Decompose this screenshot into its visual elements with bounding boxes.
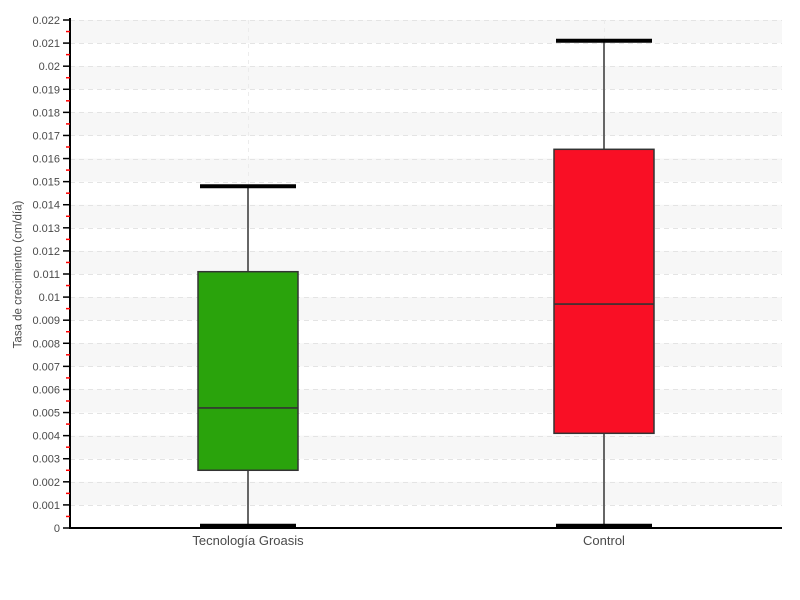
y-axis-title: Tasa de crecimiento (cm/día) [12, 200, 25, 349]
plot-band [70, 20, 782, 44]
plot-band [70, 481, 782, 505]
y-tick-label: 0.021 [32, 38, 60, 50]
plot-band [70, 112, 782, 136]
x-category-label-control: Control [583, 533, 625, 548]
y-tick-label: 0.014 [32, 200, 60, 212]
y-tick-label: 0.016 [32, 154, 60, 166]
y-tick-label: 0.019 [32, 84, 60, 96]
plot-band [70, 204, 782, 228]
y-tick-label: 0.005 [32, 408, 60, 420]
plot-band [70, 158, 782, 182]
plot-band [70, 66, 782, 90]
plot-band [70, 389, 782, 413]
plot-band [70, 250, 782, 274]
y-tick-label: 0.012 [32, 246, 60, 258]
y-tick-label: 0.011 [33, 269, 60, 281]
y-tick-label: 0.017 [32, 130, 60, 142]
plot-band [70, 297, 782, 321]
y-tick-label: 0.015 [32, 177, 60, 189]
y-tick-label: 0.018 [32, 107, 60, 119]
y-tick-label: 0.002 [32, 477, 60, 489]
plot-band [70, 435, 782, 459]
box-control [553, 148, 655, 435]
y-tick-label: 0.022 [32, 15, 60, 27]
y-tick-label: 0.013 [32, 223, 60, 235]
y-tick-label: 0 [54, 523, 60, 535]
y-tick-label: 0.009 [32, 315, 60, 327]
plot-band [70, 343, 782, 367]
y-tick-label: 0.006 [32, 384, 60, 396]
box-tecnologia-groasis [197, 270, 299, 472]
x-category-label-tecnologia-groasis: Tecnología Groasis [192, 533, 304, 548]
y-tick-label: 0.001 [32, 500, 60, 512]
y-tick-label: 0.01 [39, 292, 60, 304]
y-tick-label: 0.02 [39, 61, 60, 73]
y-tick-label: 0.007 [32, 361, 60, 373]
y-tick-label: 0.008 [32, 338, 60, 350]
y-tick-label: 0.004 [32, 431, 60, 443]
y-tick-label: 0.003 [32, 454, 60, 466]
